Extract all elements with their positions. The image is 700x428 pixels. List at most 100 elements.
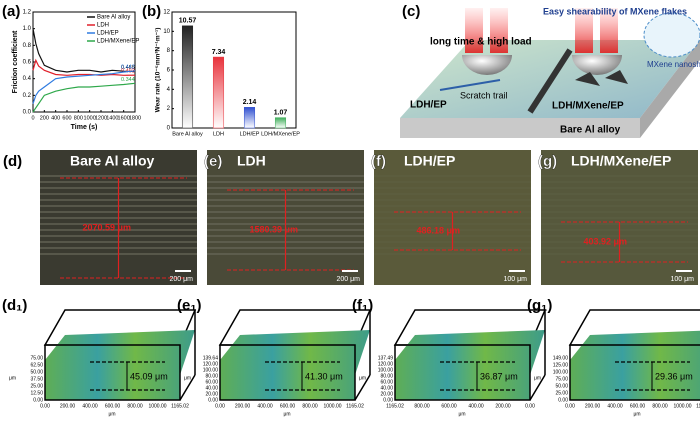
x-tick-label: 1165.02 (386, 403, 404, 409)
texture (374, 253, 531, 255)
series-line (32, 82, 136, 113)
scratch-arrow (439, 79, 501, 91)
texture (374, 187, 531, 189)
panel-label: (a) (2, 3, 20, 20)
x-tick-label: 1165.02 (696, 403, 700, 409)
y-tick-label: 2 (167, 106, 171, 112)
x-unit: μm (458, 411, 465, 417)
x-tick-label: 0.00 (215, 403, 225, 409)
panel-label: (b) (142, 3, 161, 20)
y-axis-label: Wear rate (10⁻⁵mm³N⁻¹m⁻¹) (155, 28, 162, 113)
texture (541, 205, 698, 207)
texture (374, 181, 531, 183)
z-unit: μm (184, 375, 191, 381)
bar (212, 56, 225, 129)
panel-label: (f) (371, 153, 386, 170)
x-tick-label: 1200 (95, 115, 107, 121)
nanosheet-inset (643, 12, 700, 58)
x-unit: μm (633, 411, 640, 417)
z-tick-label: 25.00 (30, 383, 43, 389)
texture (541, 193, 698, 195)
depth-label: 45.09 μm (130, 371, 168, 381)
x-tick-label: 400.00 (607, 403, 623, 409)
series-line (32, 70, 136, 104)
z-tick-label: 80.00 (205, 373, 218, 379)
x-tick-label: LDH/EP (240, 131, 260, 137)
z-tick-label: 125.00 (553, 362, 569, 368)
x-tick-label: 1000.00 (323, 403, 341, 409)
schematic-label: LDH/MXene/EP (552, 101, 624, 112)
x-tick-label: 800 (74, 115, 83, 121)
load-arrow (575, 8, 593, 53)
value-label: 2.14 (243, 99, 257, 106)
z-unit: μm (9, 375, 16, 381)
panel-label: (c) (402, 3, 420, 20)
surface (220, 330, 370, 400)
z-tick-label: 25.00 (555, 390, 568, 396)
x-tick-label: 600.00 (630, 403, 646, 409)
legend-label: LDH (97, 23, 109, 29)
texture (374, 199, 531, 201)
z-tick-label: 100.00 (378, 367, 394, 373)
schematic-label: LDH/EP (410, 100, 447, 111)
texture (207, 181, 364, 183)
z-tick-label: 20.00 (380, 391, 393, 397)
scale-label: 100 μm (504, 276, 528, 283)
x-tick-label: 200.00 (60, 403, 76, 409)
panel-label: (e) (204, 153, 222, 170)
x-tick-label: 400.00 (82, 403, 98, 409)
texture (541, 181, 698, 183)
z-tick-label: 149.00 (553, 355, 569, 361)
depth-label: 36.87 μm (480, 371, 518, 381)
load-arrow (490, 8, 508, 53)
x-tick-label: 200 (40, 115, 49, 121)
z-tick-label: 0.00 (33, 397, 43, 403)
x-tick-label: 1165.02 (171, 403, 189, 409)
schematic-label: long time & high load (430, 37, 532, 48)
panel-label: (f₁) (352, 297, 373, 314)
y-tick-label: 0 (167, 126, 171, 132)
z-tick-label: 100.00 (203, 367, 219, 373)
z-tick-label: 40.00 (380, 385, 393, 391)
y-tick-label: 6 (167, 68, 171, 74)
width-label: 1580.39 μm (250, 224, 299, 234)
x-tick-label: 1000 (84, 115, 96, 121)
z-tick-label: 75.00 (555, 376, 568, 382)
x-tick-label: 0 (31, 115, 34, 121)
x-tick-label: 1600 (118, 115, 130, 121)
scale-label: 200 μm (170, 276, 194, 283)
x-tick-label: LDH (213, 131, 224, 137)
x-unit: μm (108, 411, 115, 417)
substrate-side (640, 40, 700, 138)
substrate (400, 118, 640, 138)
y-tick-label: 0.4 (23, 76, 32, 82)
texture (207, 175, 364, 177)
texture (541, 175, 698, 177)
y-axis-label: Friction coefficient (12, 30, 19, 93)
panel-label: (g) (538, 153, 557, 170)
z-tick-label: 50.00 (30, 369, 43, 375)
texture (207, 187, 364, 189)
annotation: 0.344 (121, 77, 135, 83)
texture (374, 205, 531, 207)
z-tick-label: 120.00 (378, 361, 394, 367)
texture (40, 175, 197, 177)
x-tick-label: 1400 (106, 115, 118, 121)
schematic-label: Bare Al alloy (560, 125, 621, 136)
ball (462, 55, 512, 75)
width-label: 486.18 μm (417, 225, 461, 235)
z-tick-label: 139.64 (203, 355, 219, 361)
panel-label: (d) (3, 153, 22, 170)
texture (541, 211, 698, 213)
texture (374, 175, 531, 177)
box-edge (354, 374, 371, 401)
x-tick-label: 200.00 (495, 403, 511, 409)
x-tick-label: 600.00 (441, 403, 457, 409)
surface (395, 330, 545, 400)
x-tick-label: 800.00 (652, 403, 668, 409)
x-tick-label: 0.00 (525, 403, 535, 409)
x-tick-label: 1000.00 (148, 403, 166, 409)
z-tick-label: 100.00 (553, 369, 569, 375)
scale-label: 200 μm (337, 276, 361, 283)
legend-label: Bare Al alloy (97, 15, 130, 21)
